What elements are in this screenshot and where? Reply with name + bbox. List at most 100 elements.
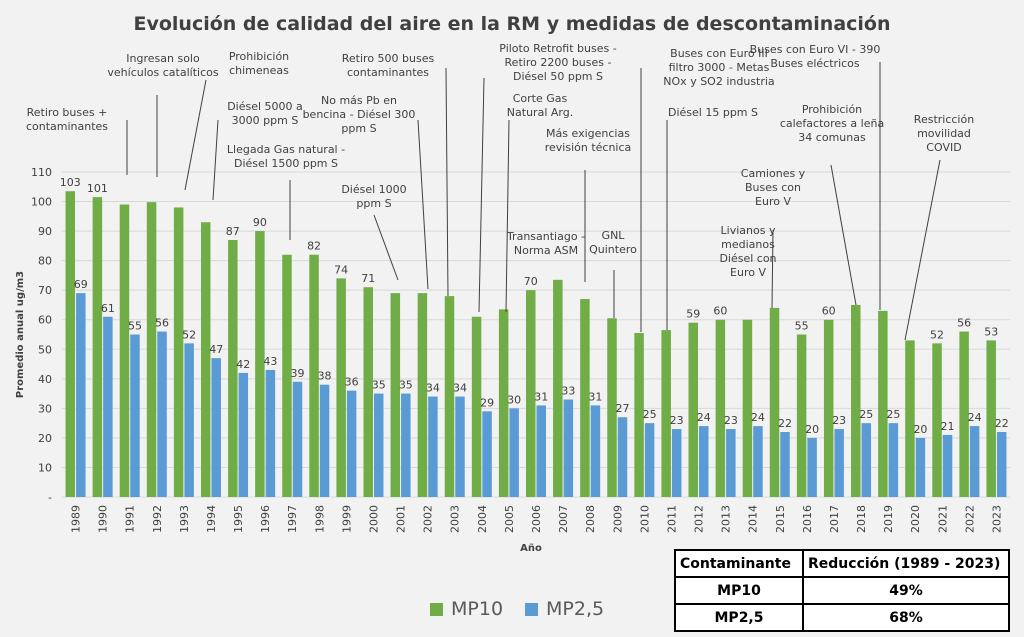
x-tick-label: 1999 (340, 505, 353, 533)
data-label-mp25: 31 (534, 390, 548, 403)
bar-mp25 (482, 411, 492, 497)
x-tick-label: 1997 (286, 505, 299, 533)
annotation-leader-line (478, 77, 485, 313)
table-row: MP2,5 68% (674, 603, 1010, 632)
bar-mp25 (373, 393, 384, 497)
annotation-leader-line (771, 229, 774, 309)
annotation-label: Retiro buses + contaminantes (26, 106, 108, 133)
annotation-line: contaminantes (347, 66, 429, 79)
bar-mp10 (553, 279, 563, 497)
reduction-cell: 68% (802, 603, 1010, 632)
data-label-mp10: 53 (984, 325, 998, 338)
data-label-mp25: 21 (941, 420, 955, 433)
data-label-mp25: 34 (453, 382, 467, 395)
x-tick-label: 1991 (124, 505, 137, 533)
bar-mp25 (726, 429, 736, 497)
bar-mp25 (292, 381, 303, 497)
x-tick-label: 2008 (584, 505, 597, 533)
data-label-mp25: 36 (345, 376, 359, 389)
y-tick-label: 80 (38, 255, 52, 268)
x-tick-label: 2000 (367, 505, 380, 533)
bar-mp25 (807, 437, 817, 497)
annotation-line: Buses con Euro VI - 390 (750, 43, 881, 56)
header-contaminante: Contaminante (674, 549, 804, 578)
bar-mp10 (65, 191, 76, 498)
bar-mp25 (319, 384, 330, 497)
annotation-line: Diésel 1500 ppm S (234, 157, 338, 170)
y-tick-label: 70 (38, 284, 52, 297)
bar-mp10 (932, 343, 942, 497)
bar-mp25 (536, 405, 546, 497)
annotation-label: Llegada Gas natural -Diésel 1500 ppm S (227, 143, 345, 170)
bar-mp10 (363, 287, 373, 497)
bar-mp10 (986, 340, 996, 497)
bar-mp25 (346, 390, 357, 497)
bar-mp25 (671, 429, 682, 497)
annotation-line: Retiro 500 buses (342, 52, 435, 65)
annotation-line: Prohibición (229, 50, 289, 63)
annotation-label: Diésel 5000 a 3000 ppm S (227, 100, 303, 127)
annotation-line: NOx y SO2 industria (663, 75, 774, 88)
annotation-label: Buses con Euro VI - 390 Buses eléctricos (750, 43, 881, 70)
data-label-mp25: 38 (318, 370, 332, 383)
data-label-mp25: 52 (182, 328, 196, 341)
annotation-line: medianos (721, 238, 775, 251)
bar-mp25 (996, 432, 1007, 497)
x-tick-label: 2016 (801, 505, 814, 533)
x-tick-label: 2017 (828, 505, 841, 533)
annotation-line: No más Pb en (321, 94, 397, 107)
annotation-line: chimeneas (229, 64, 289, 77)
data-label-mp10: 71 (361, 272, 375, 285)
annotation-line: COVID (926, 141, 961, 154)
bar-mp25 (834, 429, 844, 497)
data-label-mp25: 23 (670, 414, 684, 427)
data-label-mp25: 20 (805, 423, 819, 436)
bar-mp10 (255, 231, 265, 497)
data-label-mp25: 61 (101, 302, 115, 315)
data-label-mp25: 23 (724, 414, 738, 427)
annotation-line: 34 comunas (798, 131, 866, 144)
annotation-line: Diésel 15 ppm S (668, 106, 758, 119)
x-tick-label: 2006 (530, 505, 543, 533)
data-label-mp10: 52 (930, 328, 944, 341)
data-label-mp10: 55 (795, 320, 809, 333)
data-label-mp25: 22 (778, 417, 792, 430)
bar-mp25 (211, 358, 221, 497)
bar-mp25 (942, 434, 953, 497)
annotation-leader-line (184, 79, 207, 191)
data-label-mp25: 39 (290, 367, 304, 380)
chart-legend: MP10 MP2,5 (430, 598, 604, 620)
data-label-mp10: 82 (307, 240, 321, 253)
x-tick-label: 2001 (395, 505, 408, 533)
annotation-line: Ingresan solo (126, 52, 200, 65)
annotation-label: Retiro 500 buses contaminantes (342, 52, 435, 79)
data-label-mp25: 31 (588, 390, 602, 403)
legend-item-mp25: MP2,5 (525, 598, 604, 620)
reduction-table-header: Contaminante Reducción (1989 - 2023) (674, 549, 1010, 578)
annotation-line: Norma ASM (514, 244, 578, 257)
bar-mp10 (498, 309, 509, 497)
bar-mp10 (959, 331, 969, 497)
data-label-mp10: 90 (253, 216, 267, 229)
chart-title: Evolución de calidad del aire en la RM y… (133, 13, 890, 35)
x-tick-label: 2004 (476, 505, 489, 533)
data-label-mp25: 27 (616, 402, 630, 415)
annotation-leader-line (830, 164, 857, 306)
data-label-mp25: 33 (561, 385, 575, 398)
data-label-mp25: 69 (74, 278, 88, 291)
x-tick-label: 1993 (178, 505, 191, 533)
data-label-mp10: 103 (60, 176, 81, 189)
y-tick-label: 40 (38, 373, 52, 386)
annotation-leader-line (212, 119, 219, 201)
annotation-line: Llegada Gas natural - (227, 143, 345, 156)
bar-mp10 (661, 330, 671, 497)
annotation-line: Corte Gas (513, 92, 568, 105)
annotation-label: Más exigencias revisión técnica (545, 127, 632, 154)
annotation-line: Diésel 50 ppm S (513, 70, 603, 83)
annotation-line: vehículos catalíticos (107, 66, 218, 79)
annotation-line: Prohibición (802, 103, 862, 116)
bar-mp10 (282, 254, 292, 497)
annotation-label: Transantiago -Norma ASM (506, 230, 585, 257)
bar-mp10 (471, 316, 482, 497)
